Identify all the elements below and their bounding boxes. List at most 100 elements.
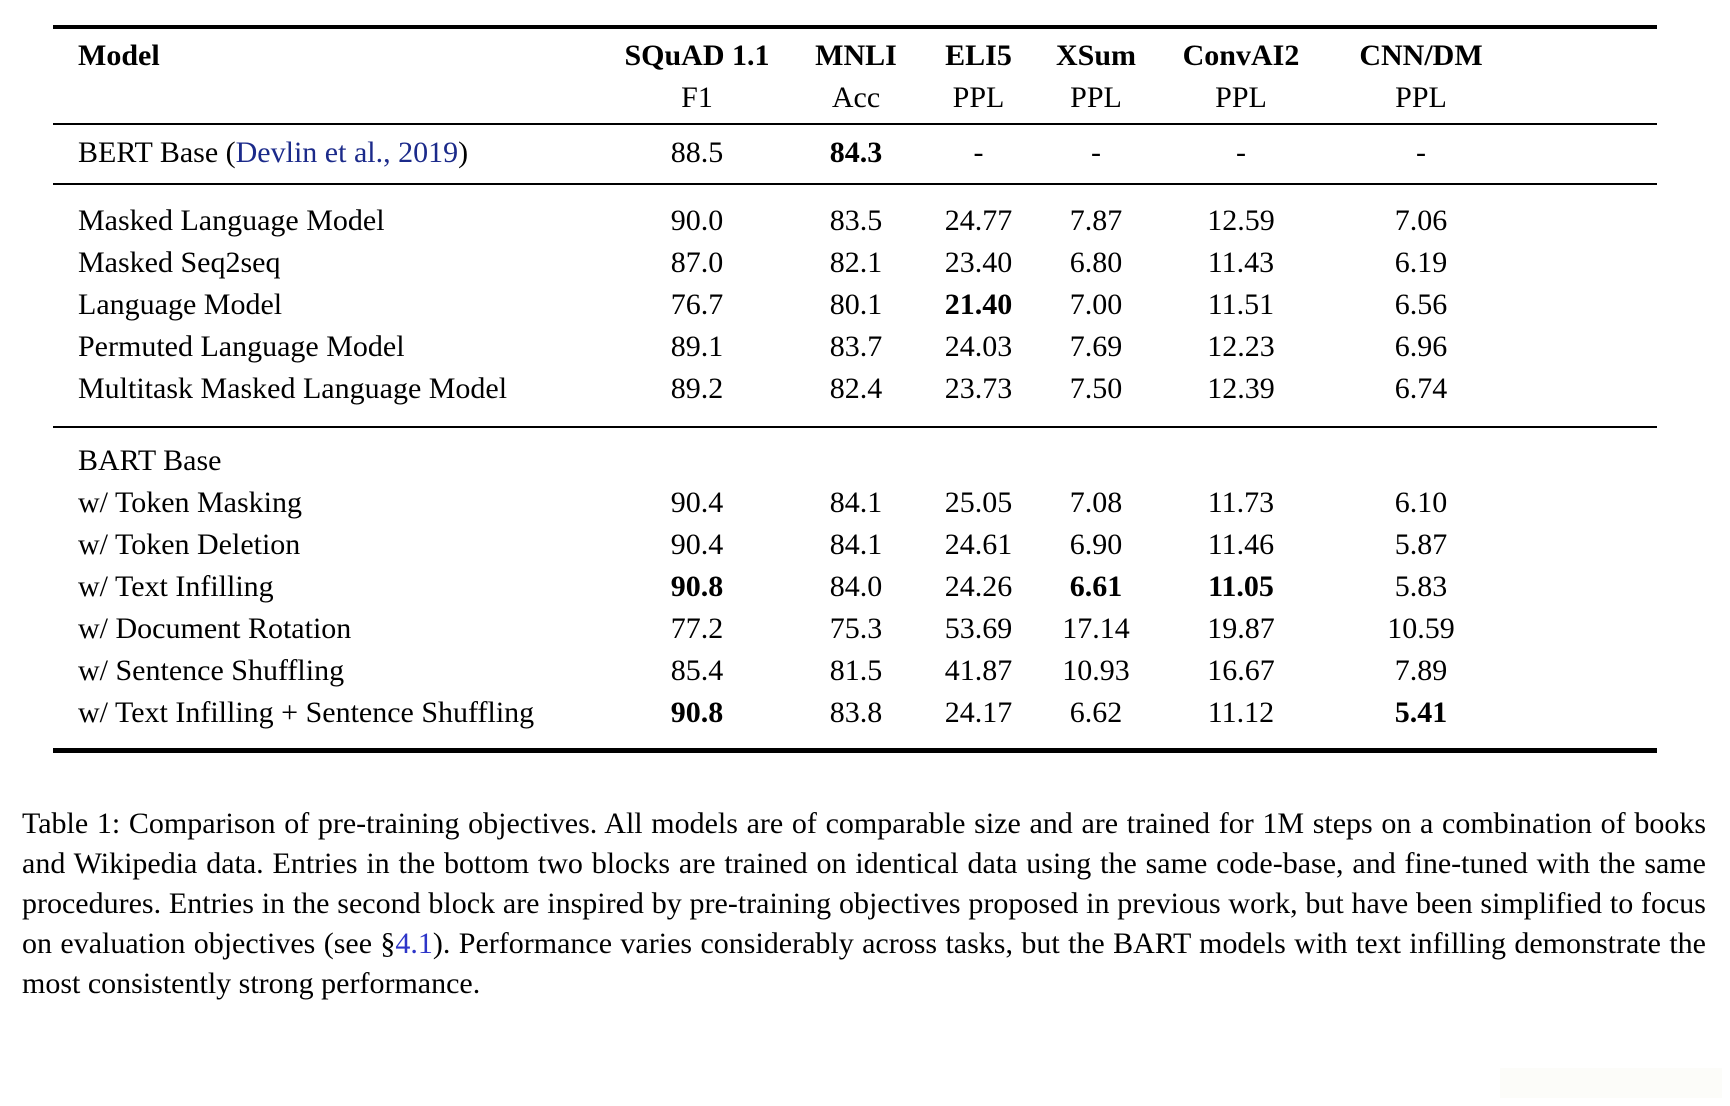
spacer-cell xyxy=(1526,427,1657,482)
table-row: Masked Seq2seq 87.0 82.1 23.40 6.80 11.43 6.19 xyxy=(53,242,1657,284)
spacer-cell xyxy=(1526,482,1657,524)
table-row: w/ Text Infilling 90.8 84.0 24.26 6.61 11.05 5… xyxy=(53,566,1657,608)
value-cell: - xyxy=(1236,136,1246,169)
value-cell: 12.59 xyxy=(1207,204,1275,237)
model-cell: w/ Token Masking xyxy=(78,486,303,519)
table-group-2: BART Base w/ Token Masking 90.4 84.1 25.05 7.… xyxy=(53,427,1657,751)
value-cell: 6.74 xyxy=(1394,372,1448,405)
table-row: Permuted Language Model 89.1 83.7 24.03 7.69… xyxy=(53,326,1657,368)
spacer-cell xyxy=(1526,124,1657,184)
value-cell: 11.51 xyxy=(1207,288,1275,321)
value-cell: 5.41 xyxy=(1394,696,1448,729)
value-cell: 53.69 xyxy=(944,612,1013,645)
caption-text-before: Table 1: Comparison of pre-training obje… xyxy=(22,807,1706,960)
model-cell: Permuted Language Model xyxy=(78,330,405,363)
value-cell: - xyxy=(1091,136,1101,169)
table-row: w/ Token Deletion 90.4 84.1 24.61 6.90 11.46 5… xyxy=(53,524,1657,566)
spacer-cell xyxy=(1526,650,1657,692)
table-row: Multitask Masked Language Model 89.2 82.4 2… xyxy=(53,368,1657,427)
column-metric-label: PPL xyxy=(1070,81,1122,114)
model-cell: w/ Document Rotation xyxy=(78,612,352,645)
column-header-squad-1-1: SQuAD 1.1 F1 xyxy=(613,27,781,124)
model-label-text: BERT Base ( xyxy=(78,136,236,169)
table-caption: Table 1: Comparison of pre-training obje… xyxy=(22,804,1706,1004)
column-label: SQuAD 1.1 xyxy=(624,39,770,72)
table-row: w/ Sentence Shuffling 85.4 81.5 41.87 10.93 1… xyxy=(53,650,1657,692)
column-label: Model xyxy=(78,39,160,72)
value-cell: 11.05 xyxy=(1208,570,1274,603)
model-cell: Language Model xyxy=(78,288,283,321)
model-cell: BERT Base (Devlin et al., 2019) xyxy=(53,124,613,184)
model-cell: Masked Seq2seq xyxy=(78,246,281,279)
section-link[interactable]: 4.1 xyxy=(395,927,433,960)
column-label: ConvAI2 xyxy=(1182,39,1300,72)
value-cell xyxy=(781,427,931,482)
value-cell: 83.5 xyxy=(829,204,883,237)
model-cell: BART Base xyxy=(78,444,222,477)
value-cell: 17.14 xyxy=(1062,612,1130,645)
model-label-text: ) xyxy=(458,136,469,169)
value-cell: - xyxy=(973,136,984,169)
spacer-cell xyxy=(1526,608,1657,650)
table-row: Masked Language Model 90.0 83.5 24.77 7.87 12… xyxy=(53,184,1657,242)
table-row: Language Model 76.7 80.1 21.40 7.00 11.51 6.56 xyxy=(53,284,1657,326)
column-header-model: Model xyxy=(53,27,613,124)
value-cell: 19.87 xyxy=(1207,612,1275,645)
value-cell xyxy=(1316,427,1526,482)
value-cell: 24.03 xyxy=(944,330,1013,363)
value-cell: 76.7 xyxy=(670,288,724,321)
citation-link[interactable]: Devlin et al., 2019 xyxy=(235,136,459,169)
value-cell: 10.93 xyxy=(1062,654,1130,687)
column-label: ELI5 xyxy=(945,39,1012,72)
table-group-0: BERT Base (Devlin et al., 2019) 88.5 84.3 -… xyxy=(53,124,1657,184)
spacer-cell xyxy=(1526,27,1657,124)
model-cell: w/ Text Infilling + Sentence Shuffling xyxy=(78,696,535,729)
value-cell: 5.87 xyxy=(1394,528,1448,561)
value-cell: 88.5 xyxy=(670,136,724,169)
spacer-cell xyxy=(1526,184,1657,242)
value-cell: 11.12 xyxy=(1207,696,1275,729)
value-cell: 6.61 xyxy=(1069,570,1123,603)
table-row: w/ Document Rotation 77.2 75.3 53.69 17.14 19… xyxy=(53,608,1657,650)
value-cell: 84.3 xyxy=(829,136,883,169)
column-metric-label: PPL xyxy=(1395,81,1447,114)
value-cell: 24.77 xyxy=(944,204,1013,237)
value-cell: 83.7 xyxy=(829,330,883,363)
value-cell: 7.08 xyxy=(1069,486,1123,519)
value-cell: 83.8 xyxy=(829,696,883,729)
value-cell: 90.4 xyxy=(670,528,724,561)
value-cell: 84.0 xyxy=(829,570,883,603)
value-cell: 24.26 xyxy=(944,570,1013,603)
value-cell: - xyxy=(1416,136,1426,169)
value-cell xyxy=(613,427,781,482)
spacer-cell xyxy=(1526,242,1657,284)
value-cell: 77.2 xyxy=(670,612,724,645)
value-cell: 10.59 xyxy=(1387,612,1455,645)
spacer-cell xyxy=(1526,692,1657,751)
screenshot-artifact xyxy=(1500,1068,1722,1098)
spacer-cell xyxy=(1526,566,1657,608)
value-cell: 82.1 xyxy=(829,246,883,279)
model-cell: Masked Language Model xyxy=(78,204,385,237)
spacer-cell xyxy=(1526,326,1657,368)
header-row: Model SQuAD 1.1 F1 MNLI Acc ELI5 PPL XSum PPL Con… xyxy=(53,27,1657,124)
column-header-eli5: ELI5 PPL xyxy=(931,27,1026,124)
value-cell: 11.73 xyxy=(1207,486,1275,519)
table-row: BART Base xyxy=(53,427,1657,482)
value-cell: 12.23 xyxy=(1207,330,1275,363)
value-cell: 6.56 xyxy=(1394,288,1448,321)
caption-text-after: ). Performance varies considerably acros… xyxy=(22,927,1706,1000)
value-cell: 90.8 xyxy=(670,570,724,603)
value-cell: 81.5 xyxy=(829,654,883,687)
model-cell: w/ Text Infilling xyxy=(78,570,274,603)
value-cell: 6.19 xyxy=(1394,246,1448,279)
column-metric-label: Acc xyxy=(831,81,881,114)
value-cell xyxy=(1026,427,1166,482)
value-cell: 7.69 xyxy=(1069,330,1123,363)
value-cell: 6.96 xyxy=(1394,330,1448,363)
value-cell: 82.4 xyxy=(829,372,883,405)
value-cell xyxy=(1166,427,1316,482)
value-cell: 6.10 xyxy=(1394,486,1448,519)
value-cell: 90.0 xyxy=(670,204,724,237)
value-cell: 89.1 xyxy=(670,330,724,363)
